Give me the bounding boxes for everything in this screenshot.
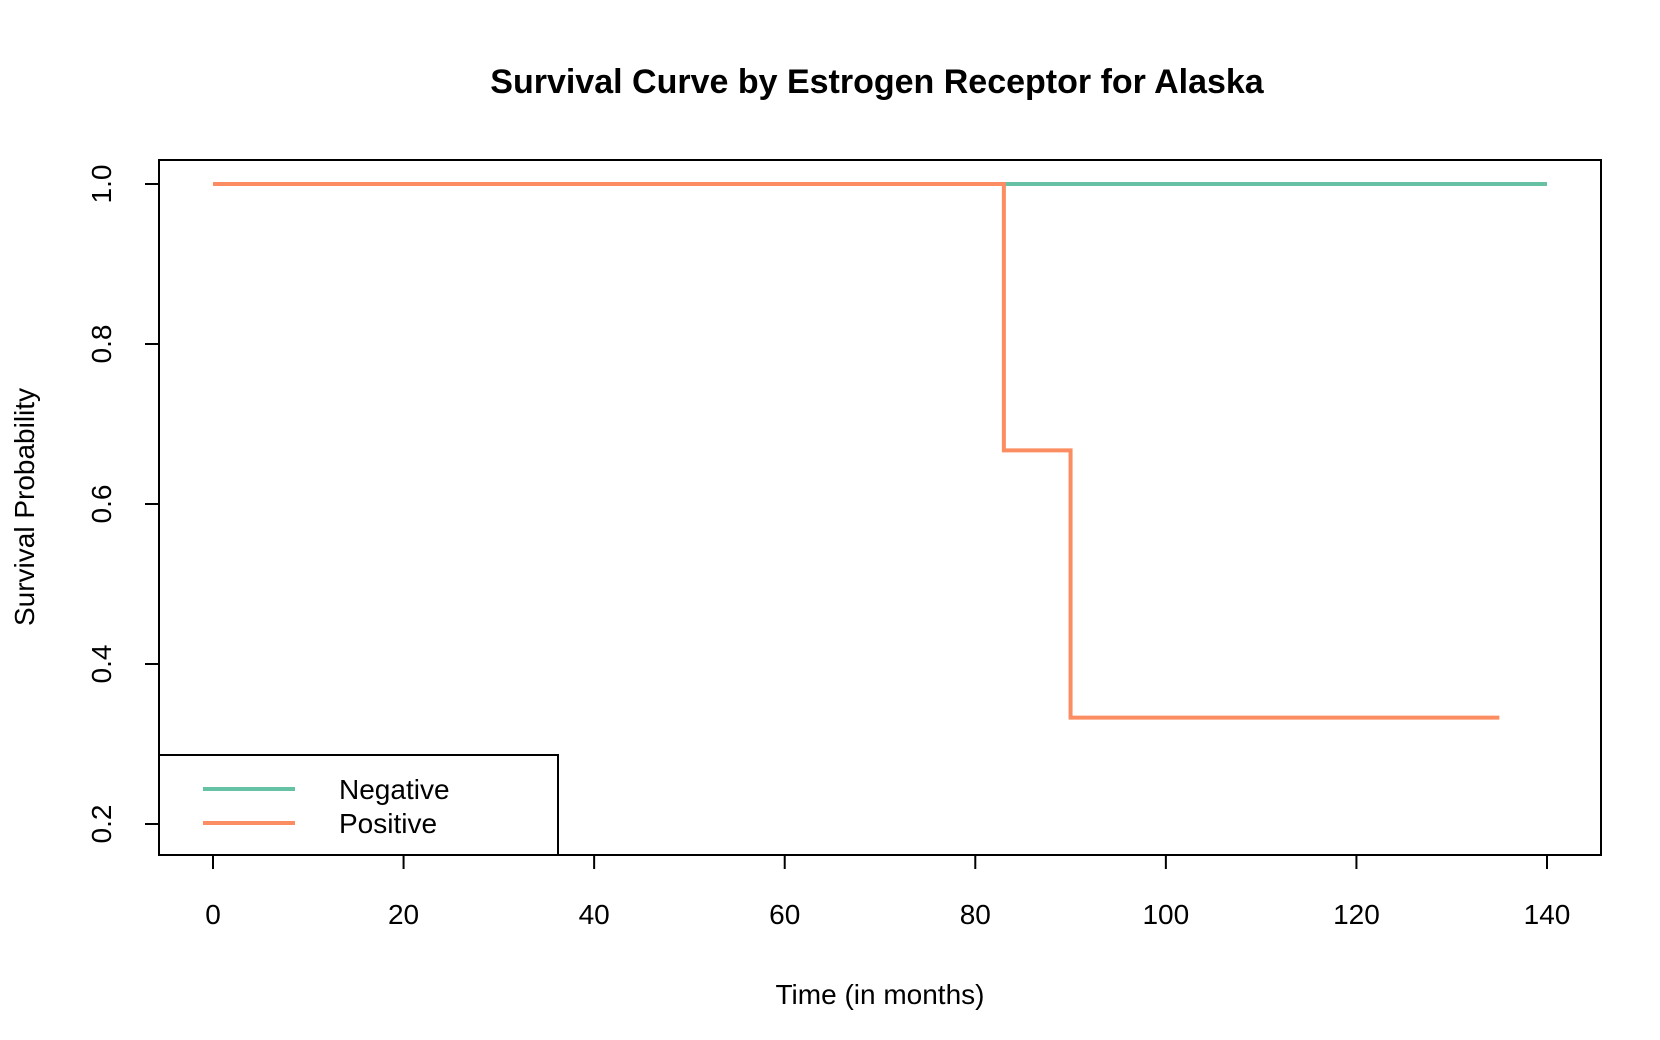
plot-frame [158,159,1602,856]
x-tick-label: 40 [579,899,610,930]
x-tick-label: 120 [1333,899,1380,930]
y-tick-label: 0.4 [86,645,117,684]
series-lines [213,182,1547,720]
x-axis-title: Time (in months) [775,979,984,1010]
x-tick-label: 140 [1524,899,1571,930]
legend: Negative Positive [158,754,559,856]
x-tick-label: 60 [769,899,800,930]
legend-box [158,754,559,856]
y-axis-title: Survival Probability [9,388,40,626]
y-tick-label: 0.2 [86,805,117,844]
x-tick-label: 0 [205,899,221,930]
y-tick-label: 1.0 [86,165,117,204]
legend-label-negative: Negative [339,774,450,805]
legend-label-positive: Positive [339,808,437,839]
y-tick-label: 0.8 [86,325,117,364]
x-tick-label: 20 [388,899,419,930]
y-tick-label: 0.6 [86,485,117,524]
series-line-positive [213,182,1500,720]
x-axis: 0 20 40 60 80 100 120 140 [205,854,1571,930]
chart-title: Survival Curve by Estrogen Receptor for … [490,63,1265,101]
y-axis: 0.2 0.4 0.6 0.8 1.0 [86,165,160,844]
x-tick-label: 100 [1142,899,1189,930]
x-tick-label: 80 [960,899,991,930]
